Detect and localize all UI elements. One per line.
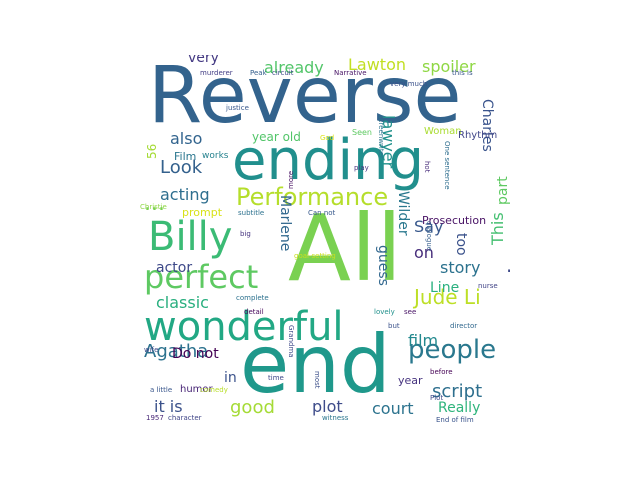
word: complete xyxy=(236,294,269,302)
word: end xyxy=(240,318,391,411)
word: comedy xyxy=(200,386,228,394)
word: Plot xyxy=(430,394,444,402)
word-cloud: Reverse ending All end wonderful Billy p… xyxy=(140,55,510,427)
word: Say xyxy=(414,217,444,236)
word: This xyxy=(488,212,507,245)
word: subtitle xyxy=(238,209,265,217)
word: Peak xyxy=(250,69,267,77)
word: good xyxy=(230,397,275,418)
word: All xyxy=(288,195,403,302)
word: Look xyxy=(160,157,203,178)
word: Film xyxy=(174,150,197,163)
word: year xyxy=(398,374,423,387)
word: works xyxy=(202,151,229,161)
word: Do not xyxy=(172,346,219,362)
word: too xyxy=(453,233,469,256)
word: play xyxy=(354,164,369,172)
word: before xyxy=(430,368,453,376)
word: this is xyxy=(452,69,473,77)
word: Wilder xyxy=(395,191,411,236)
word: character xyxy=(168,414,202,422)
word: Marlene xyxy=(277,195,293,252)
word: more xyxy=(287,170,295,189)
word: classic xyxy=(156,293,209,312)
word: Really xyxy=(438,400,481,416)
word: actor xyxy=(156,260,193,276)
word: story xyxy=(440,258,481,277)
word: Billy xyxy=(148,214,233,260)
word: court xyxy=(372,399,414,418)
word: but xyxy=(388,322,400,330)
word: Narrative xyxy=(334,69,367,77)
word: script xyxy=(432,381,483,402)
word: hot xyxy=(423,161,431,173)
word: people xyxy=(408,335,497,365)
word: Can not xyxy=(308,209,336,217)
word: . xyxy=(506,255,510,275)
word: part xyxy=(495,176,510,205)
word: Line xyxy=(430,280,460,296)
word: Charles xyxy=(479,99,495,152)
word: plot xyxy=(312,397,343,416)
word: perfect xyxy=(144,258,259,296)
word: nurse xyxy=(478,282,498,290)
word: murderer xyxy=(200,69,233,77)
word: lovely xyxy=(374,308,395,316)
word: on xyxy=(414,243,434,262)
word: Agatha xyxy=(144,341,209,362)
word: a little xyxy=(150,386,173,394)
word: it is xyxy=(154,397,183,416)
word: very xyxy=(188,55,219,66)
word: God xyxy=(320,134,335,142)
word: also xyxy=(170,129,203,148)
word: film xyxy=(408,331,439,350)
word: very much xyxy=(390,80,428,88)
word: witness xyxy=(322,414,349,422)
word: Grandma xyxy=(287,325,295,358)
word: justice xyxy=(226,104,249,112)
word: year old xyxy=(252,130,301,144)
word: Jude Li xyxy=(414,285,481,309)
word: Christie xyxy=(140,203,167,211)
word: Seen xyxy=(352,128,372,137)
word: wonderful xyxy=(144,304,344,350)
word: most xyxy=(313,371,321,389)
word: End of film xyxy=(436,416,474,424)
word: director xyxy=(450,322,478,330)
word: wife xyxy=(144,346,159,354)
word: ending xyxy=(232,128,425,193)
word: acting xyxy=(160,185,210,204)
word: prompt xyxy=(182,206,223,219)
word: time xyxy=(268,374,284,382)
word: in xyxy=(224,370,237,386)
word: Rhythm xyxy=(458,130,498,141)
word: screenwriter xyxy=(377,115,385,159)
word: Prosecution xyxy=(422,214,487,227)
word: One sentence xyxy=(443,141,451,190)
word: see xyxy=(404,308,417,316)
word: goal-setting xyxy=(294,252,336,260)
word: 1957 xyxy=(146,414,164,422)
word: guess xyxy=(375,245,391,286)
word: circuit xyxy=(272,69,294,77)
word: big xyxy=(240,230,251,238)
word: detail xyxy=(244,308,264,316)
word: already xyxy=(264,58,324,77)
word: Woman xyxy=(424,126,462,137)
word: humor xyxy=(180,384,213,395)
word: Reverse xyxy=(148,55,462,141)
word: dialogue xyxy=(425,221,433,252)
word: Performance xyxy=(236,183,389,211)
word: ... xyxy=(144,191,165,216)
word: Lawton xyxy=(348,55,407,74)
word: 56 xyxy=(145,143,159,159)
word: spoiler xyxy=(422,57,476,76)
